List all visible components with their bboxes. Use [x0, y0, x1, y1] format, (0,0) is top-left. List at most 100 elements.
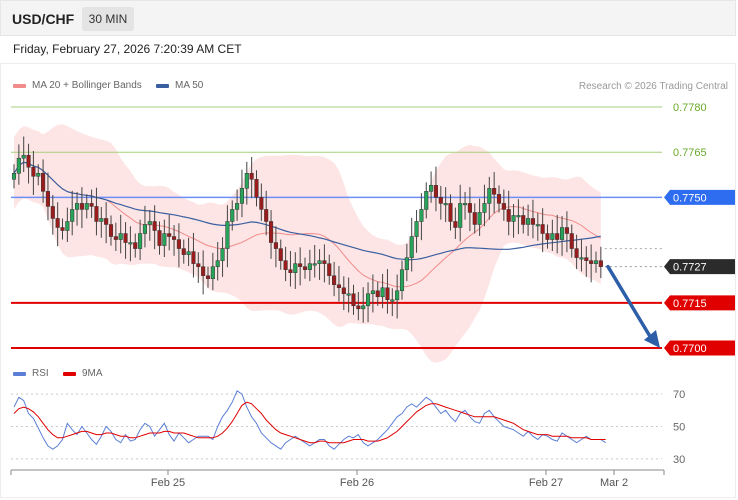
candle-body	[375, 290, 380, 298]
candle-body	[569, 233, 574, 249]
candle-body	[176, 239, 181, 249]
candle-body	[550, 233, 555, 240]
rsi-tick-label: 70	[673, 389, 685, 401]
candle-body	[555, 233, 560, 240]
candle-body	[84, 203, 89, 210]
candle-body	[598, 260, 603, 267]
candle-body	[259, 197, 264, 210]
candle-body	[162, 233, 167, 246]
ma50-line	[13, 161, 601, 261]
candle-body	[443, 203, 448, 206]
candle-body	[210, 266, 215, 279]
candle-body	[123, 233, 128, 243]
rsi-tick-label: 50	[673, 422, 685, 434]
level-tag-last-price	[664, 259, 735, 275]
legend-ma20: MA 20 + Bollinger Bands	[13, 80, 142, 91]
rsi-tick-label: 30	[673, 454, 685, 466]
level-label-resistance-inner: 0.7765	[673, 147, 707, 159]
candle-body	[433, 185, 438, 198]
candle-body	[55, 218, 60, 228]
candle-body	[390, 299, 395, 302]
candle-body	[278, 248, 283, 261]
candle-body	[409, 236, 414, 258]
candle-body	[138, 233, 143, 249]
candle-body	[419, 209, 424, 222]
x-tick-label: Feb 26	[340, 477, 374, 489]
candle-body	[307, 263, 312, 270]
ma50-swatch	[156, 83, 169, 88]
candle-body	[172, 236, 177, 240]
candle-body	[133, 242, 138, 249]
candle-body	[467, 203, 472, 213]
level-tag-pivot	[664, 189, 735, 205]
level-label-support-2: 0.7700	[673, 343, 707, 355]
candle-body	[322, 260, 327, 264]
legend-ma50: MA 50	[156, 80, 203, 91]
candle-body	[395, 290, 400, 301]
candle-body	[448, 203, 453, 222]
candle-body	[312, 263, 317, 266]
legend-rsi-label: RSI	[32, 368, 49, 379]
candle-body	[118, 233, 123, 240]
symbol-label: USD/CHF	[12, 11, 75, 27]
candle-body	[244, 173, 249, 189]
candle-body	[526, 218, 531, 225]
candle-body	[41, 173, 46, 192]
candle-body	[75, 203, 80, 210]
candle-body	[429, 185, 434, 192]
forecast-arrow-shaft	[606, 264, 653, 340]
candle-body	[472, 212, 477, 225]
level-tag-support-1	[664, 295, 735, 311]
rsi-9ma-line	[13, 401, 606, 444]
candle-body	[11, 173, 17, 180]
candle-body	[380, 287, 385, 298]
candle-body	[181, 248, 186, 255]
x-tick-label: Mar 2	[600, 477, 628, 489]
candle-body	[186, 251, 191, 255]
candle-body	[438, 197, 443, 204]
legend-rsi: RSI	[13, 368, 49, 379]
candle-body	[317, 260, 322, 264]
candle-body	[79, 203, 84, 210]
candle-body	[453, 221, 458, 228]
candle-body	[16, 157, 21, 174]
rsi-swatch	[13, 371, 26, 376]
candle-body	[302, 266, 308, 270]
candle-body	[506, 209, 511, 222]
candle-body	[593, 260, 599, 264]
candle-body	[361, 305, 366, 310]
candle-body	[584, 257, 589, 261]
level-label-support-1: 0.7715	[673, 298, 707, 310]
candle-body	[346, 293, 351, 296]
candle-body	[356, 305, 361, 310]
candle-body	[521, 215, 526, 225]
candle-body	[70, 209, 75, 222]
candle-body	[36, 173, 41, 177]
candle-body	[220, 248, 225, 261]
candle-body	[341, 287, 346, 295]
candle-body	[540, 224, 545, 234]
candle-body	[196, 263, 201, 267]
candle-body	[332, 275, 337, 285]
candle-body	[113, 236, 118, 240]
candle-body	[298, 263, 303, 267]
timeframe-button[interactable]: 30 MIN	[82, 7, 134, 31]
legend-9ma-label: 9MA	[82, 368, 103, 379]
candle-body	[336, 284, 341, 288]
candle-body	[104, 218, 109, 225]
candle-body	[239, 188, 244, 204]
forecast-arrow-head	[644, 330, 660, 348]
candle-body	[45, 191, 51, 207]
candle-body	[288, 269, 293, 273]
candle-body	[273, 242, 278, 249]
ma9-swatch	[63, 371, 76, 376]
candle-body	[215, 260, 220, 267]
candle-body	[370, 290, 375, 295]
ma20-swatch	[13, 83, 26, 88]
candle-body	[545, 233, 550, 240]
level-label-last-price: 0.7727	[673, 262, 707, 274]
candle-body	[152, 221, 157, 231]
candle-body	[535, 224, 540, 227]
candle-body	[283, 260, 288, 270]
